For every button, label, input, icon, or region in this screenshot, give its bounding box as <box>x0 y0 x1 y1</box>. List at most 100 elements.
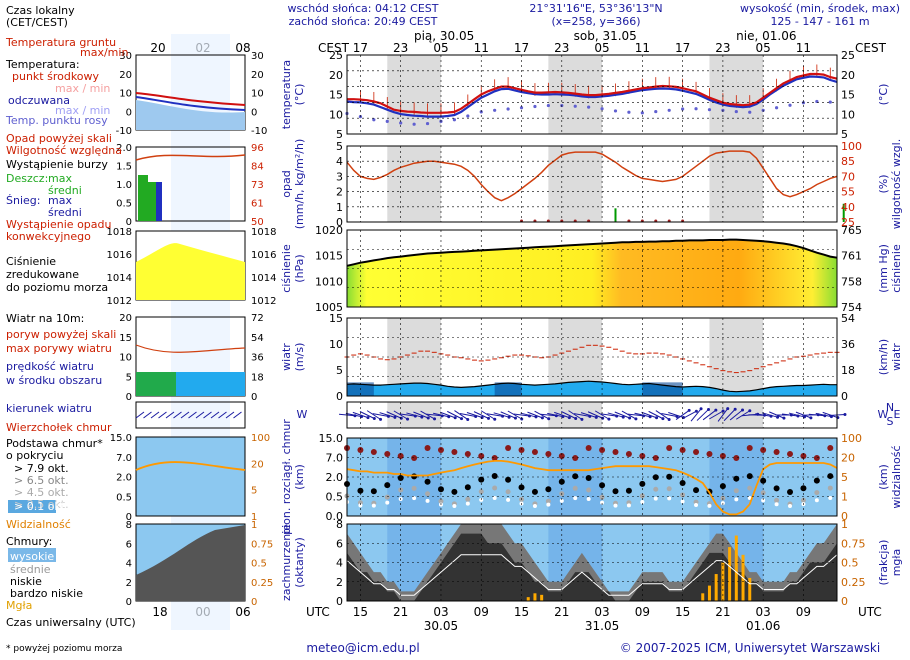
tick-label: 2.0 <box>326 471 344 484</box>
legend-okt-01: > 0.1 okt. <box>14 500 69 513</box>
legend-item: wysokie <box>10 550 54 563</box>
wind-arrow <box>447 410 462 420</box>
tick-label: 758 <box>841 275 862 288</box>
mini-wind-arrow <box>143 411 152 419</box>
legend-item: max porywy wiatru <box>6 342 112 355</box>
mini-tick: 1.0 <box>116 180 132 191</box>
cloud-base-dot-thin <box>640 499 645 504</box>
panel-border <box>346 229 838 308</box>
wind-arrow <box>386 411 402 419</box>
cloud-base-dot-thin <box>680 499 685 504</box>
wind-arrow <box>614 411 630 419</box>
cloud-base-dot-thin <box>492 496 497 501</box>
mini-tick: 0.75 <box>251 539 273 550</box>
wind-arrow-head <box>393 415 397 419</box>
local-hour-tick: 11 <box>796 41 811 55</box>
wind-arrow-head <box>667 417 671 421</box>
mini-felt-line <box>135 96 246 111</box>
legend: Czas lokalny(CET/CEST) Temperatura gruntu… <box>5 4 136 654</box>
cloud-base-dot-thin <box>653 496 658 501</box>
wind-arrow-head <box>426 416 430 420</box>
cloud-base-dot-thin <box>707 503 712 508</box>
cover-panel <box>346 523 838 602</box>
left-ticks: 15.0 7.0 2.0 0.5 0.0 <box>319 432 344 523</box>
wind-arrow-head <box>726 407 730 411</box>
cloud-top-dot <box>505 445 512 451</box>
wind-arrow <box>527 411 543 419</box>
legend-item: Wilgotność względna <box>6 144 122 157</box>
mini-wind-arrow <box>233 411 242 419</box>
precip-axis-label-unit: (mm/h, kg/m²/h) <box>293 139 306 230</box>
wind-arrow-head <box>721 409 725 413</box>
day-label: nie, 01.06 <box>736 29 796 43</box>
legend-item: Deszcz: <box>6 172 48 185</box>
wind-arrow-head <box>379 417 383 421</box>
cloud-top-dot <box>625 451 632 457</box>
wind-arrow <box>507 410 522 420</box>
mini-wind-arrow <box>188 411 197 419</box>
cloud-top-dot <box>827 445 834 451</box>
utc-label: UTC <box>306 605 330 619</box>
wind-arrow <box>682 410 697 420</box>
wind-arrow <box>352 411 369 419</box>
mini-tick: 5 <box>251 486 257 497</box>
mini-tick: 1 <box>251 520 257 531</box>
tick-label: 0 <box>336 390 343 403</box>
wind-arrow <box>607 412 624 418</box>
wind-arrow <box>433 412 449 418</box>
dew-point-marker <box>546 103 550 108</box>
mini-pres-panel <box>135 230 246 301</box>
cloud-base-dot-light <box>666 486 672 492</box>
mini-tick: 0.25 <box>251 578 273 589</box>
mini-tick: 100 <box>251 433 270 444</box>
tick-label: 6 <box>336 537 343 550</box>
mini-wind-arrow <box>203 411 212 419</box>
mini-tick: 8 <box>126 520 132 531</box>
cloud-base-dot-thin <box>774 502 779 507</box>
mini-tick: 10 <box>251 89 264 100</box>
legend-item: max / min <box>55 104 110 117</box>
wind-arrow-head <box>655 416 659 420</box>
pressure-axis-label: ciśnienie <box>280 244 293 293</box>
mini-tick: 6 <box>126 539 132 550</box>
cover-axis-label-unit: (oktanty) <box>293 537 306 588</box>
tick-label: 20 <box>329 69 343 82</box>
utc-hour-tick: 15 <box>675 605 690 619</box>
mini-tick: 1014 <box>107 273 132 284</box>
cloud-base-dot <box>518 484 525 491</box>
utc-hour-tick: 21 <box>554 605 569 619</box>
cloud-top-dot <box>719 453 726 459</box>
dew-point-marker <box>573 104 577 108</box>
cloud-top-dot <box>693 449 700 455</box>
cloud-base-dot <box>612 488 619 495</box>
mini-tick: 1018 <box>251 227 276 238</box>
tick-label: 55 <box>841 186 855 199</box>
mini-rain-bar <box>148 182 156 221</box>
legend-okt-bg <box>8 500 56 513</box>
temperature-line <box>347 72 838 114</box>
wind-arrow <box>648 410 664 420</box>
sunrise-text: wschód słońca: 04:12 CEST <box>287 2 438 15</box>
wind-arrow-head <box>594 415 598 419</box>
mini-temp-line <box>135 92 246 106</box>
fog-axis-label: (frakcja) <box>877 540 890 586</box>
cloud-base-dot <box>491 473 498 480</box>
legend-item: poryw powyżej skali <box>6 328 116 341</box>
mini-hum-panel <box>135 146 246 222</box>
dew-point-marker <box>707 108 712 112</box>
dew-point-marker <box>533 104 537 109</box>
fog-bar <box>707 585 711 601</box>
wind-axis-label: wiatr <box>280 343 293 371</box>
mini-cloud-panel <box>135 436 246 517</box>
fog-bar <box>734 535 738 601</box>
mini-tick: 0 <box>126 107 132 118</box>
visibility-line <box>346 460 838 516</box>
tick-label: 1 <box>841 518 848 531</box>
wind-arrow-head <box>687 408 691 412</box>
pressure-axis-label-unit: (hPa) <box>293 254 306 282</box>
mini-rain-bar <box>138 175 148 221</box>
cloud-base-dot <box>652 474 659 481</box>
wind-arrow <box>547 412 564 418</box>
legend-item: średnie <box>10 563 51 576</box>
